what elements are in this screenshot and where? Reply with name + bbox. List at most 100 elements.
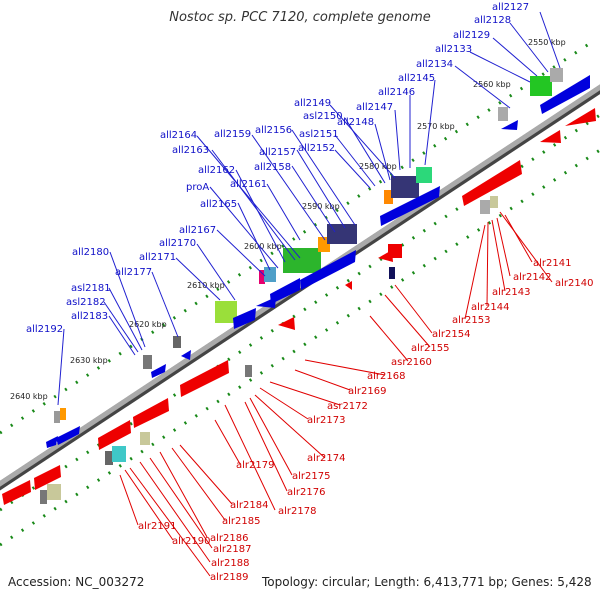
dotted-track-outer-bottom: [0, 148, 600, 547]
gene-label-top: all2167: [179, 225, 216, 236]
gene-label-bottom: alr2173: [307, 415, 345, 426]
bottom-label-leaders: [119, 211, 553, 577]
gene-arrow-top: [151, 364, 166, 378]
gene-arrow-top: [233, 308, 256, 329]
gene-label-top: all2134: [416, 59, 453, 70]
gene-label-bottom: alr2174: [307, 453, 345, 464]
kbp-tick: 2580 kbp: [359, 162, 397, 171]
top-strand-features: [46, 68, 590, 448]
gene-label-top: all2133: [435, 44, 472, 55]
gene-label-top: all2162: [198, 165, 235, 176]
gene-label-bottom: alr2143: [492, 287, 530, 298]
gene-arrow-bottom: [565, 108, 596, 126]
gene-label-bottom: alr2187: [213, 544, 251, 555]
gene-label-top: asl2151: [299, 129, 339, 140]
bottom-strand-features: [2, 108, 596, 505]
gene-label-top: all2149: [294, 98, 331, 109]
kbp-tick: 2560 kbp: [473, 80, 511, 89]
gene-label-bottom: alr2179: [236, 460, 274, 471]
gene-label-top: all2129: [453, 30, 490, 41]
gene-label-top: all2164: [160, 130, 197, 141]
gene-label-top: all2177: [115, 267, 152, 278]
gene-label-top: all2148: [337, 117, 374, 128]
gene-block: [490, 196, 498, 208]
gene-arrow-bottom: [462, 160, 522, 206]
gene-arrow-top: [300, 250, 356, 290]
gene-block: [215, 301, 237, 323]
gene-label-bottom: alr2184: [230, 500, 268, 511]
genome-stats-label: Topology: circular; Length: 6,413,771 bp…: [262, 575, 592, 589]
gene-label-top: all2171: [139, 252, 176, 263]
kbp-tick: 2630 kbp: [70, 356, 108, 365]
gene-label-bottom: alr2169: [348, 386, 386, 397]
gene-label-bottom: alr2186: [210, 533, 248, 544]
gene-block: [47, 484, 61, 500]
gene-label-top: all2128: [474, 15, 511, 26]
gene-label-top: asl2181: [71, 283, 111, 294]
gene-label-top: all2152: [298, 143, 335, 154]
gene-block: [40, 490, 47, 504]
gene-block: [105, 451, 113, 465]
gene-arrow-bottom: [2, 480, 31, 505]
gene-label-bottom: alr2168: [367, 371, 405, 382]
gene-label-top: all2127: [492, 2, 529, 13]
gene-label-bottom: alr2155: [411, 343, 449, 354]
gene-label-bottom: alr2175: [292, 471, 330, 482]
gene-block: [384, 190, 393, 204]
gene-arrow-bottom: [278, 317, 295, 330]
bottom-gene-labels: alr2141 alr2140 alr2142 alr2143 alr2144 …: [138, 258, 593, 583]
gene-arrow-top: [540, 75, 590, 114]
top-gene-labels: all2127 all2128 all2129 all2133 all2134 …: [26, 2, 529, 335]
gene-label-bottom: alr2189: [210, 572, 248, 583]
gene-label-bottom: asr2172: [327, 401, 368, 412]
gene-label-bottom: asr2160: [391, 357, 432, 368]
top-label-leaders: [57, 11, 561, 406]
kbp-tick: 2600 kbp: [244, 242, 282, 251]
gene-block: [54, 411, 60, 423]
dotted-track-outer-top: [0, 38, 596, 435]
gene-block: [259, 270, 265, 284]
gene-label-top: all2170: [159, 238, 196, 249]
gene-label-top: all2156: [255, 125, 292, 136]
gene-label-top: all2183: [71, 311, 108, 322]
gene-label-top: all2163: [172, 145, 209, 156]
kbp-tick: 2640 kbp: [10, 392, 48, 401]
gene-label-bottom: alr2176: [287, 487, 325, 498]
gene-label-bottom: alr2153: [452, 315, 490, 326]
gene-arrow-top: [56, 426, 80, 445]
gene-block: [416, 167, 432, 183]
gene-label-top: all2159: [214, 129, 251, 140]
gene-arrow-bottom: [133, 398, 169, 428]
gene-label-bottom: alr2144: [471, 302, 509, 313]
gene-arrow-top: [270, 278, 300, 304]
gene-arrow-bottom: [378, 250, 393, 262]
gene-label-top: all2147: [356, 102, 393, 113]
gene-block: [143, 355, 152, 369]
gene-arrow-bottom: [34, 465, 61, 490]
gene-label-top: all2157: [259, 147, 296, 158]
gene-label-top: all2158: [254, 162, 291, 173]
gene-arrow-top: [380, 186, 440, 226]
gene-label-top: asl2150: [303, 111, 343, 122]
gene-label-bottom: alr2140: [555, 278, 593, 289]
gene-label-bottom: alr2141: [533, 258, 571, 269]
gene-label-top: all2165: [200, 199, 237, 210]
gene-label-top: all2180: [72, 247, 109, 258]
gene-label-top: proA: [186, 182, 209, 193]
gene-block: [173, 336, 181, 348]
gene-label-bottom: alr2178: [278, 506, 316, 517]
gene-block: [245, 365, 252, 377]
kbp-tick: 2620 kbp: [129, 320, 167, 329]
gene-block: [391, 176, 419, 198]
genome-title: Nostoc sp. PCC 7120, complete genome: [169, 10, 431, 25]
gene-block: [389, 267, 395, 279]
gene-arrow-top: [181, 350, 191, 360]
kbp-tick: 2570 kbp: [417, 122, 455, 131]
gene-block: [60, 408, 66, 420]
gene-label-top: all2146: [378, 87, 415, 98]
kbp-tick: 2550 kbp: [528, 38, 566, 47]
kbp-tick: 2610 kbp: [187, 281, 225, 290]
accession-label: Accession: NC_003272: [8, 575, 145, 589]
gene-block: [480, 200, 490, 214]
